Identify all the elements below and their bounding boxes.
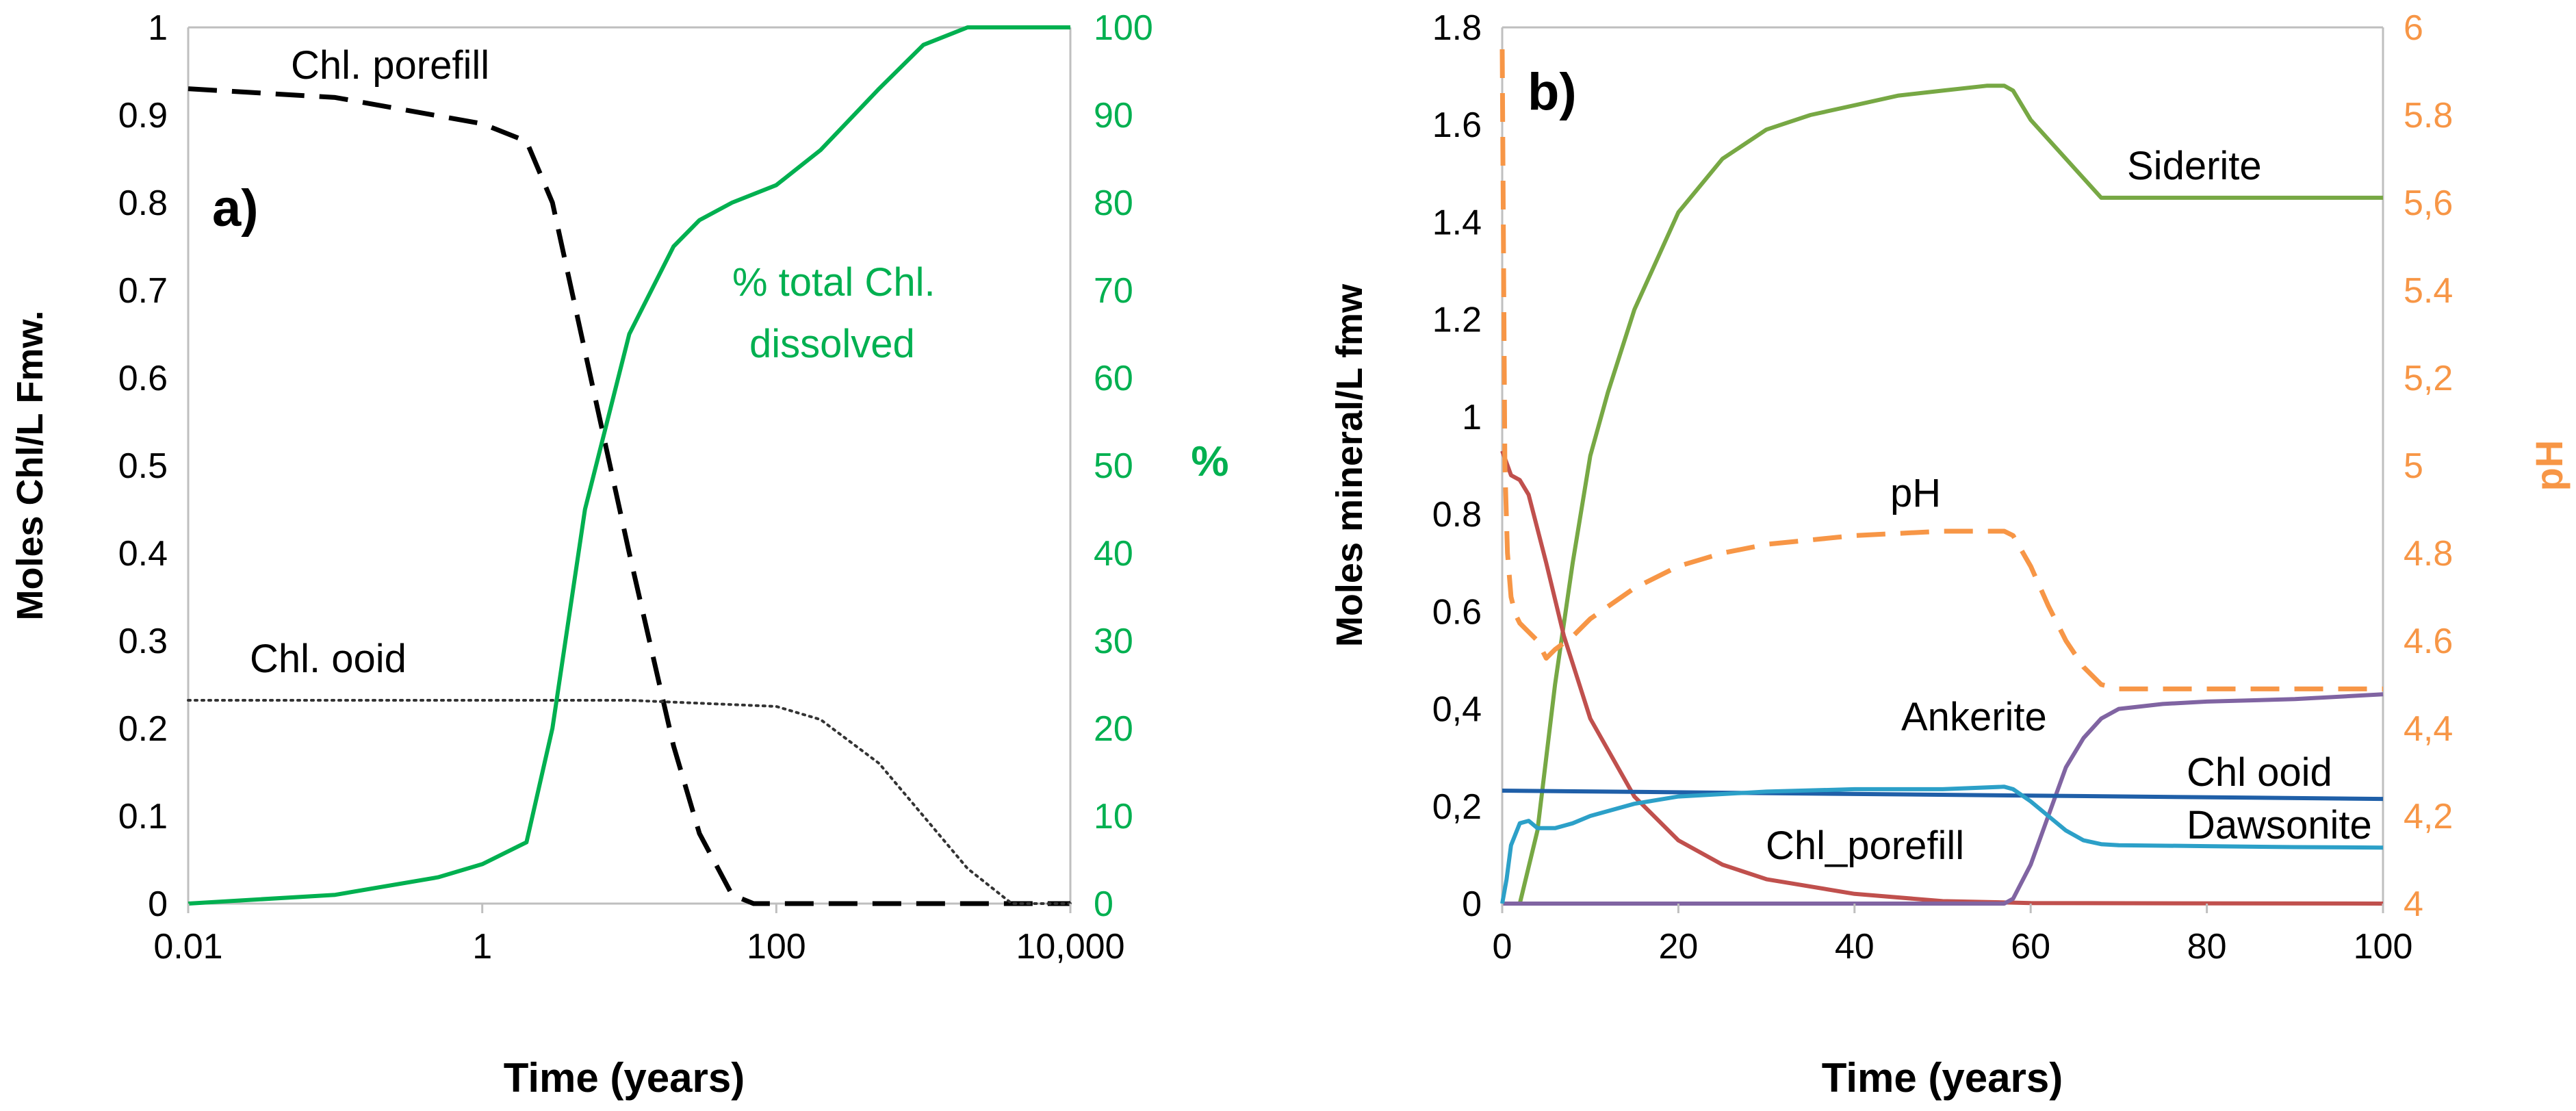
y-tick-label: 0.7 <box>118 271 168 311</box>
figure: 00.10.20.30.40.50.60.70.80.91 0102030405… <box>0 0 2576 1111</box>
y2-tick-label: 5.4 <box>2404 271 2453 311</box>
y-tick-label: 1.4 <box>1432 203 1482 242</box>
label-total-dissolved-1: % total Chl. <box>732 260 936 305</box>
x-tick-label: 10,000 <box>1016 927 1124 967</box>
y2-tick-label: 4,2 <box>2404 797 2453 837</box>
y2-tick-label: 50 <box>1094 446 1133 486</box>
y2-tick-label: 40 <box>1094 534 1133 574</box>
y-tick-label: 0.8 <box>118 183 168 223</box>
x-tick-label: 40 <box>1835 927 1875 967</box>
y-tick-label: 0.5 <box>118 446 168 486</box>
panel-b-x-axis-title: Time (years) <box>1822 1055 2063 1101</box>
y2-tick-label: 5 <box>2404 446 2423 486</box>
label-ph: pH <box>1890 471 1941 515</box>
panel-b: 0 0,2 0,4 0.6 0.8 1 1.2 1.4 1.6 1.8 4 4,2 4,4 4.6 4.8… <box>1329 8 2571 1101</box>
series-chl-ooid-line <box>188 700 1070 904</box>
x-tick-label: 80 <box>2187 927 2227 967</box>
label-total-dissolved-2: dissolved <box>749 322 915 366</box>
y2-tick-label: 100 <box>1094 8 1153 48</box>
y2-tick-label: 6 <box>2404 8 2423 48</box>
x-tick-label: 100 <box>2354 927 2413 967</box>
panel-a: 0 0.1 0.2 0.3 0.4 0.5 0.6 0.7 0.8 0.9 1 0 10 20 30 40 5… <box>10 8 1229 1101</box>
panel-b-y2-axis-title: pH <box>2527 440 2571 491</box>
y2-tick-label: 5,6 <box>2404 183 2453 223</box>
x-tick-label: 100 <box>747 927 806 967</box>
label-chl-ooid: Chl. ooid <box>250 637 407 681</box>
x-tick-label: 60 <box>2011 927 2050 967</box>
y-tick-label: 0 <box>1462 884 1482 924</box>
y-tick-label: 0.4 <box>118 534 168 574</box>
y2-tick-label: 90 <box>1094 96 1133 136</box>
label-siderite: Siderite <box>2127 144 2262 188</box>
y-tick-label: 0.3 <box>118 622 168 661</box>
label-chl-porefill: Chl. porefill <box>291 43 489 88</box>
y-tick-label: 1.6 <box>1432 105 1482 145</box>
series--total-chl-dissolved-line <box>188 27 1070 904</box>
y-tick-label: 0,4 <box>1432 690 1482 730</box>
y2-tick-label: 4 <box>2404 884 2423 924</box>
panel-b-y-axis-title: Moles mineral/L fmw <box>1329 283 1370 647</box>
panel-a-x-axis-title: Time (years) <box>504 1055 745 1101</box>
y2-tick-label: 5.8 <box>2404 96 2453 136</box>
y-tick-label: 0.2 <box>118 709 168 749</box>
y-tick-label: 0.8 <box>1432 495 1482 535</box>
y-tick-label: 1.8 <box>1432 8 1482 48</box>
y2-tick-label: 30 <box>1094 622 1133 661</box>
label-ankerite: Ankerite <box>1901 695 2047 739</box>
y-tick-label: 0 <box>148 884 168 924</box>
y2-tick-label: 4.8 <box>2404 534 2453 574</box>
y2-tick-label: 70 <box>1094 271 1133 311</box>
panel-b-tag: b) <box>1528 63 1577 121</box>
y2-tick-label: 5,2 <box>2404 359 2453 398</box>
y-tick-label: 1 <box>148 8 168 48</box>
x-tick-label: 1 <box>472 927 492 967</box>
y-tick-label: 0.6 <box>118 359 168 398</box>
y-tick-label: 0.1 <box>118 797 168 837</box>
panel-a-tag: a) <box>212 179 259 238</box>
panel-a-y-axis-title: Moles Chl/L Fmw. <box>10 310 51 620</box>
label-chl-ooid-b: Chl ooid <box>2187 750 2332 795</box>
y-tick-label: 1.2 <box>1432 301 1482 340</box>
series-chl-porefill-line <box>188 89 1070 904</box>
y2-tick-label: 4.6 <box>2404 622 2453 661</box>
y2-tick-label: 4,4 <box>2404 709 2453 749</box>
y2-tick-label: 80 <box>1094 183 1133 223</box>
label-dawsonite: Dawsonite <box>2187 803 2372 847</box>
y-tick-label: 1 <box>1462 398 1482 437</box>
y-tick-label: 0.9 <box>118 96 168 136</box>
x-tick-label: 20 <box>1658 927 1698 967</box>
label-chl-porefill-b: Chl_porefill <box>1766 823 1964 868</box>
y-tick-label: 0,2 <box>1432 787 1482 827</box>
y2-tick-label: 10 <box>1094 797 1133 837</box>
x-tick-label: 0.01 <box>153 927 222 967</box>
panel-a-y2-axis-title: % <box>1191 438 1228 485</box>
y2-tick-label: 60 <box>1094 359 1133 398</box>
y-tick-label: 0.6 <box>1432 592 1482 632</box>
x-tick-label: 0 <box>1493 927 1512 967</box>
y2-tick-label: 0 <box>1094 884 1113 924</box>
y2-tick-label: 20 <box>1094 709 1133 749</box>
